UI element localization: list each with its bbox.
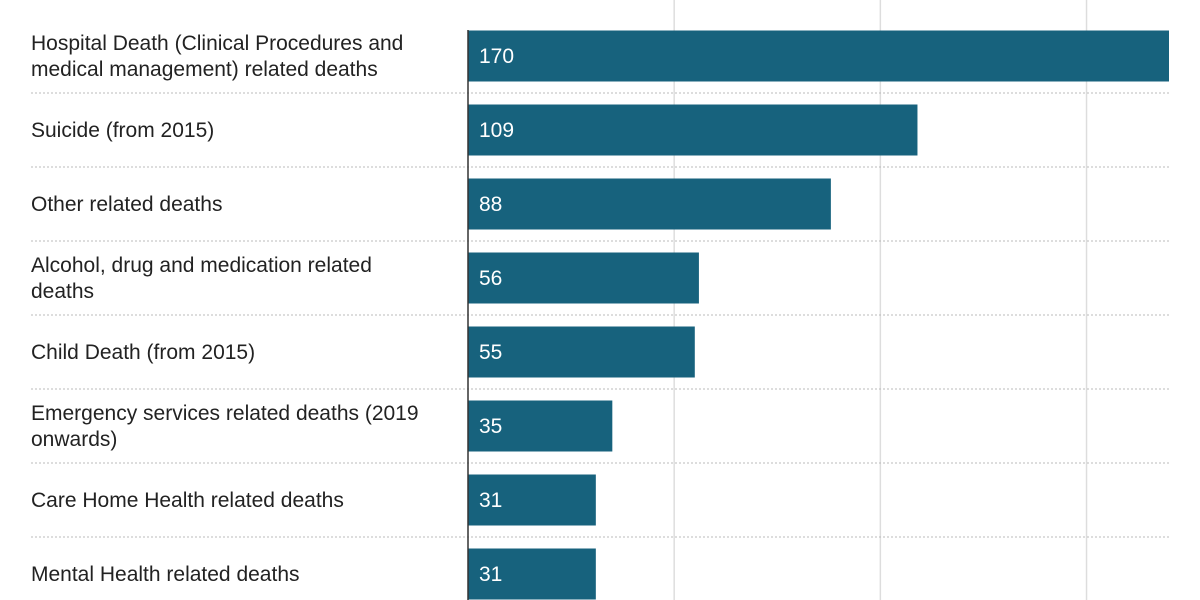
value-label-4: 55 [479,341,502,364]
bar-2 [468,178,831,230]
bar-3 [468,252,699,304]
category-label-7: Mental Health related deaths [31,563,300,586]
bars: 170 109 88 56 55 35 31 31 [468,30,1169,600]
bar-5 [468,400,613,452]
category-label-line: Child Death (from 2015) [31,341,255,364]
category-label-line: onwards) [31,428,117,451]
bar-1 [468,104,918,156]
value-label-2: 88 [479,193,502,216]
category-label-4: Child Death (from 2015) [31,341,255,364]
bar-6 [468,474,596,526]
category-label-line: Hospital Death (Clinical Procedures and [31,32,403,55]
category-label-line: Mental Health related deaths [31,563,300,586]
value-label-5: 35 [479,415,502,438]
category-label-line: medical management) related deaths [31,58,378,81]
value-label-1: 109 [479,119,514,142]
category-label-line: Care Home Health related deaths [31,489,344,512]
bar-7 [468,548,596,600]
category-label-0: Hospital Death (Clinical Procedures and m… [31,32,403,81]
category-label-line: Emergency services related deaths (2019 [31,402,419,425]
category-label-line: Alcohol, drug and medication related [31,254,372,277]
category-label-3: Alcohol, drug and medication related deat… [31,254,372,303]
gridlines [673,0,1088,600]
category-label-line: Suicide (from 2015) [31,119,214,142]
category-label-5: Emergency services related deaths (2019 o… [31,402,419,451]
value-label-0: 170 [479,45,514,68]
bar-4 [468,326,695,378]
bar-0 [468,30,1169,82]
category-labels: Hospital Death (Clinical Procedures and m… [31,32,419,586]
category-label-line: deaths [31,280,94,303]
value-label-6: 31 [479,489,502,512]
category-label-1: Suicide (from 2015) [31,119,214,142]
category-label-line: Other related deaths [31,193,222,216]
value-label-3: 56 [479,267,502,290]
category-label-6: Care Home Health related deaths [31,489,344,512]
row-separators [31,92,1169,538]
category-label-2: Other related deaths [31,193,222,216]
value-label-7: 31 [479,563,502,586]
